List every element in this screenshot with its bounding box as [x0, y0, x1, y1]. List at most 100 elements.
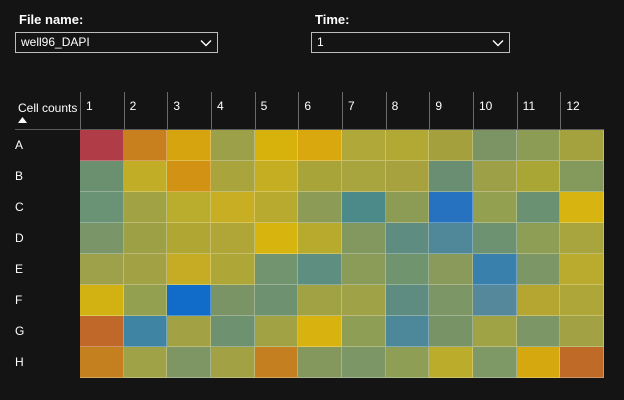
well-D12[interactable] — [560, 223, 604, 254]
well-E7[interactable] — [342, 254, 386, 285]
well-C2[interactable] — [123, 192, 168, 223]
well-G9[interactable] — [429, 316, 473, 347]
well-C12[interactable] — [560, 192, 604, 223]
well-G7[interactable] — [342, 316, 386, 347]
well-E9[interactable] — [429, 254, 473, 285]
well-G10[interactable] — [473, 316, 517, 347]
well-F4[interactable] — [211, 285, 255, 316]
well-A5[interactable] — [254, 130, 299, 161]
well-A6[interactable] — [298, 130, 342, 161]
well-C4[interactable] — [211, 192, 255, 223]
well-F9[interactable] — [429, 285, 473, 316]
column-header-1[interactable]: 1 — [80, 92, 124, 130]
well-C10[interactable] — [473, 192, 517, 223]
well-F11[interactable] — [516, 285, 561, 316]
well-A3[interactable] — [167, 130, 211, 161]
well-D2[interactable] — [123, 223, 168, 254]
well-B1[interactable] — [80, 161, 124, 192]
well-F7[interactable] — [342, 285, 386, 316]
well-G3[interactable] — [167, 316, 211, 347]
well-B9[interactable] — [429, 161, 473, 192]
well-E6[interactable] — [298, 254, 342, 285]
well-B5[interactable] — [254, 161, 299, 192]
well-G5[interactable] — [254, 316, 299, 347]
well-E8[interactable] — [385, 254, 430, 285]
well-E12[interactable] — [560, 254, 604, 285]
well-F2[interactable] — [123, 285, 168, 316]
well-A9[interactable] — [429, 130, 473, 161]
column-header-6[interactable]: 6 — [298, 92, 342, 130]
well-H11[interactable] — [516, 347, 561, 378]
well-B6[interactable] — [298, 161, 342, 192]
well-C6[interactable] — [298, 192, 342, 223]
well-C5[interactable] — [254, 192, 299, 223]
well-F10[interactable] — [473, 285, 517, 316]
well-C1[interactable] — [80, 192, 124, 223]
well-G8[interactable] — [385, 316, 430, 347]
well-F1[interactable] — [80, 285, 124, 316]
well-A8[interactable] — [385, 130, 430, 161]
well-G11[interactable] — [516, 316, 561, 347]
well-D8[interactable] — [385, 223, 430, 254]
well-A4[interactable] — [211, 130, 255, 161]
well-E5[interactable] — [254, 254, 299, 285]
well-H10[interactable] — [473, 347, 517, 378]
column-header-7[interactable]: 7 — [342, 92, 386, 130]
well-H2[interactable] — [123, 347, 168, 378]
well-D9[interactable] — [429, 223, 473, 254]
well-F12[interactable] — [560, 285, 604, 316]
well-H1[interactable] — [80, 347, 124, 378]
well-H4[interactable] — [211, 347, 255, 378]
well-D11[interactable] — [516, 223, 561, 254]
well-G2[interactable] — [123, 316, 168, 347]
well-D1[interactable] — [80, 223, 124, 254]
well-H9[interactable] — [429, 347, 473, 378]
well-D10[interactable] — [473, 223, 517, 254]
well-G1[interactable] — [80, 316, 124, 347]
well-B7[interactable] — [342, 161, 386, 192]
column-header-9[interactable]: 9 — [429, 92, 473, 130]
well-C7[interactable] — [342, 192, 386, 223]
well-C8[interactable] — [385, 192, 430, 223]
well-A2[interactable] — [123, 130, 168, 161]
well-F3[interactable] — [167, 285, 211, 316]
well-D7[interactable] — [342, 223, 386, 254]
well-B10[interactable] — [473, 161, 517, 192]
well-B8[interactable] — [385, 161, 430, 192]
well-C3[interactable] — [167, 192, 211, 223]
well-H8[interactable] — [385, 347, 430, 378]
well-E11[interactable] — [516, 254, 561, 285]
column-header-2[interactable]: 2 — [123, 92, 168, 130]
well-B12[interactable] — [560, 161, 604, 192]
well-H3[interactable] — [167, 347, 211, 378]
file-name-select[interactable]: well96_DAPI — [15, 32, 218, 53]
well-H5[interactable] — [254, 347, 299, 378]
column-header-5[interactable]: 5 — [254, 92, 299, 130]
well-A11[interactable] — [516, 130, 561, 161]
well-E2[interactable] — [123, 254, 168, 285]
column-header-3[interactable]: 3 — [167, 92, 211, 130]
column-header-12[interactable]: 12 — [560, 92, 604, 130]
well-F6[interactable] — [298, 285, 342, 316]
well-H6[interactable] — [298, 347, 342, 378]
well-E4[interactable] — [211, 254, 255, 285]
well-B3[interactable] — [167, 161, 211, 192]
well-F5[interactable] — [254, 285, 299, 316]
column-header-11[interactable]: 11 — [516, 92, 561, 130]
well-A7[interactable] — [342, 130, 386, 161]
well-G4[interactable] — [211, 316, 255, 347]
well-C9[interactable] — [429, 192, 473, 223]
well-E10[interactable] — [473, 254, 517, 285]
well-H7[interactable] — [342, 347, 386, 378]
well-D4[interactable] — [211, 223, 255, 254]
well-A1[interactable] — [80, 130, 124, 161]
well-H12[interactable] — [560, 347, 604, 378]
well-G12[interactable] — [560, 316, 604, 347]
well-A12[interactable] — [560, 130, 604, 161]
well-B4[interactable] — [211, 161, 255, 192]
well-B11[interactable] — [516, 161, 561, 192]
column-header-4[interactable]: 4 — [211, 92, 255, 130]
well-A10[interactable] — [473, 130, 517, 161]
well-F8[interactable] — [385, 285, 430, 316]
well-B2[interactable] — [123, 161, 168, 192]
